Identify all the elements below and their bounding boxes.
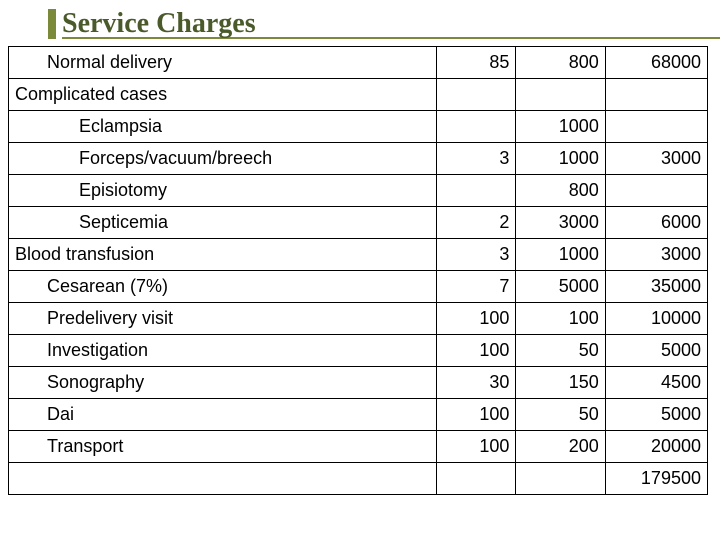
- row-label: Investigation: [9, 335, 437, 367]
- row-col3: 179500: [605, 463, 707, 495]
- row-col1: 3: [437, 239, 516, 271]
- row-col1: 7: [437, 271, 516, 303]
- row-col2: 1000: [516, 111, 605, 143]
- row-col3: 10000: [605, 303, 707, 335]
- row-col3: 5000: [605, 335, 707, 367]
- row-label: Transport: [9, 431, 437, 463]
- row-col2: 50: [516, 399, 605, 431]
- row-col3: 5000: [605, 399, 707, 431]
- row-col2: 1000: [516, 239, 605, 271]
- row-label: [9, 463, 437, 495]
- table-row: Transport10020020000: [9, 431, 708, 463]
- table-row: Septicemia230006000: [9, 207, 708, 239]
- table-row: Eclampsia 1000: [9, 111, 708, 143]
- row-col1: [437, 111, 516, 143]
- row-col1: 2: [437, 207, 516, 239]
- row-col1: [437, 175, 516, 207]
- table-row: Forceps/vacuum/breech310003000: [9, 143, 708, 175]
- row-col1: 100: [437, 399, 516, 431]
- row-label: Normal delivery: [9, 47, 437, 79]
- table-row: Investigation100505000: [9, 335, 708, 367]
- row-col2: 5000: [516, 271, 605, 303]
- row-col2: [516, 463, 605, 495]
- table-row: Predelivery visit10010010000: [9, 303, 708, 335]
- row-col1: 100: [437, 303, 516, 335]
- row-col1: 3: [437, 143, 516, 175]
- table-row: Complicated cases: [9, 79, 708, 111]
- row-col3: 4500: [605, 367, 707, 399]
- row-col1: 85: [437, 47, 516, 79]
- row-label: Blood transfusion: [9, 239, 437, 271]
- row-col3: [605, 175, 707, 207]
- title-row: Service Charges: [0, 0, 720, 48]
- row-col3: [605, 79, 707, 111]
- row-col2: 50: [516, 335, 605, 367]
- title-accent-bar: [48, 9, 56, 39]
- row-col3: 3000: [605, 143, 707, 175]
- table-row: 179500: [9, 463, 708, 495]
- table-row: Episiotomy 800: [9, 175, 708, 207]
- table-row: Dai100505000: [9, 399, 708, 431]
- page-title: Service Charges: [62, 8, 256, 40]
- row-col3: 35000: [605, 271, 707, 303]
- row-label: Septicemia: [9, 207, 437, 239]
- row-label: Cesarean (7%): [9, 271, 437, 303]
- row-col2: 1000: [516, 143, 605, 175]
- row-label: Dai: [9, 399, 437, 431]
- row-col2: 800: [516, 175, 605, 207]
- table-row: Normal delivery8580068000: [9, 47, 708, 79]
- row-col1: 100: [437, 335, 516, 367]
- row-col3: [605, 111, 707, 143]
- row-label: Eclampsia: [9, 111, 437, 143]
- row-col1: [437, 463, 516, 495]
- table-row: Cesarean (7%)7500035000: [9, 271, 708, 303]
- row-col1: 100: [437, 431, 516, 463]
- row-col2: 200: [516, 431, 605, 463]
- row-col3: 3000: [605, 239, 707, 271]
- row-label: Forceps/vacuum/breech: [9, 143, 437, 175]
- row-label: Predelivery visit: [9, 303, 437, 335]
- row-col3: 20000: [605, 431, 707, 463]
- row-col1: [437, 79, 516, 111]
- row-label: Episiotomy: [9, 175, 437, 207]
- row-col3: 68000: [605, 47, 707, 79]
- charges-table: Normal delivery8580068000Complicated cas…: [8, 46, 708, 495]
- row-col2: 150: [516, 367, 605, 399]
- row-col2: 100: [516, 303, 605, 335]
- row-col1: 30: [437, 367, 516, 399]
- row-label: Complicated cases: [9, 79, 437, 111]
- row-label: Sonography: [9, 367, 437, 399]
- row-col2: 3000: [516, 207, 605, 239]
- row-col3: 6000: [605, 207, 707, 239]
- table-row: Sonography301504500: [9, 367, 708, 399]
- row-col2: [516, 79, 605, 111]
- row-col2: 800: [516, 47, 605, 79]
- table-row: Blood transfusion310003000: [9, 239, 708, 271]
